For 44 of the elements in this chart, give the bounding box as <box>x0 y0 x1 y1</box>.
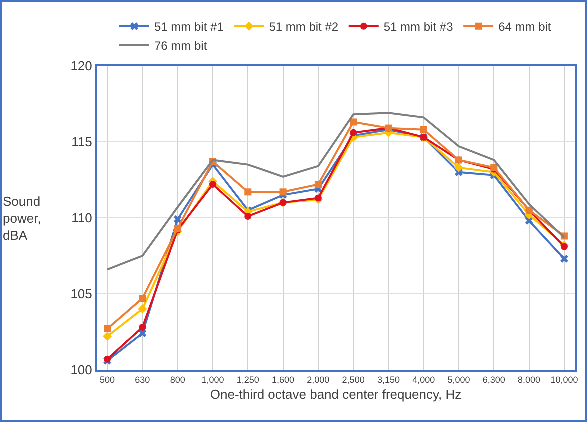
y-tick-label: 110 <box>72 210 92 226</box>
point <box>244 212 252 220</box>
x-tick-label: 630 <box>135 374 150 385</box>
point <box>454 163 464 172</box>
x-tick-label: 4,000 <box>412 374 436 385</box>
point <box>280 188 287 196</box>
point <box>350 129 358 136</box>
x-tick-label: 500 <box>100 374 116 385</box>
y-tick-label: 120 <box>70 58 92 74</box>
point <box>138 304 148 314</box>
legend-label: 51 mm bit #2 <box>269 20 339 34</box>
x-tick-label: 10,000 <box>550 374 578 385</box>
x-tick-label: 2,500 <box>342 374 365 385</box>
x-tick-label: 1,000 <box>202 374 224 385</box>
point <box>314 181 322 188</box>
x-tick-label: 1,600 <box>272 374 295 385</box>
point <box>139 295 146 302</box>
legend-label: 76 mm bit <box>154 39 208 54</box>
x-tick-label: 800 <box>170 374 186 385</box>
point <box>350 118 358 126</box>
legend-label: 64 mm bit <box>498 20 552 34</box>
x-tick-label: 8,000 <box>518 374 541 385</box>
legend-label: 51 mm bit #3 <box>384 20 454 34</box>
x-tick-label: 3,150 <box>377 374 400 385</box>
point <box>420 126 428 134</box>
point <box>102 332 112 342</box>
point <box>244 188 252 196</box>
y-tick-label: 115 <box>72 134 92 150</box>
point <box>314 194 322 202</box>
x-tick-label: 2,000 <box>307 374 330 385</box>
point <box>560 243 568 250</box>
y-axis-title: Sound power, dBA <box>3 194 42 243</box>
y-tick-label: 100 <box>70 362 92 378</box>
point <box>139 324 146 331</box>
point <box>560 255 568 263</box>
point <box>209 181 216 188</box>
point <box>104 325 112 332</box>
x-axis-title: One-third octave band center frequency, Hz <box>210 386 462 402</box>
x-tick-label: 1,250 <box>236 374 260 385</box>
y-tick-label: 105 <box>70 286 92 302</box>
point <box>174 216 182 224</box>
x-tick-label: 6,300 <box>482 374 506 385</box>
legend-label: 51 mm bit #1 <box>154 20 224 34</box>
x-tick-label: 5,000 <box>448 374 470 385</box>
